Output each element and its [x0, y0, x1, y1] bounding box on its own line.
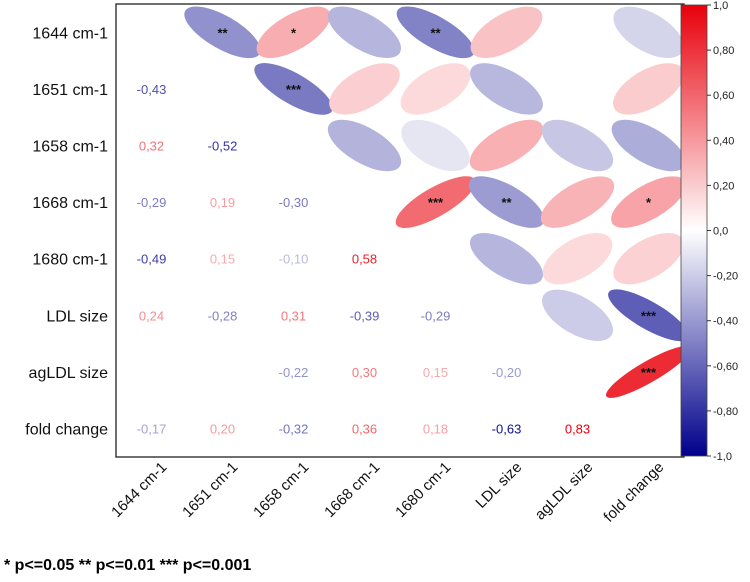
colorbar-tick-label-3: 0,40: [713, 135, 734, 147]
significance-stars-0-2: *: [291, 25, 297, 40]
coefficient-7-0: -0,17: [137, 422, 167, 437]
ellipse-2-5: [469, 119, 544, 172]
matrix-frame: [115, 3, 685, 458]
colorbar-tick-label-7: -0,40: [713, 316, 738, 328]
column-label-0: 1644 cm-1: [108, 459, 170, 521]
coefficient-6-4: 0,15: [423, 365, 448, 380]
column-labels: 1644 cm-1 1651 cm-1 1658 cm-1 1668 cm-1 1680…: [108, 459, 667, 526]
row-label-7: fold change: [25, 422, 108, 439]
significance-stars-0-4: **: [430, 25, 441, 40]
column-label-7: fold change: [600, 459, 667, 526]
coefficient-7-4: 0,18: [423, 422, 448, 437]
ellipse-0-4: [396, 6, 475, 59]
colorbar-tick-label-6: -0,20: [713, 271, 738, 283]
colorbar-tick-label-2: 0,60: [713, 90, 734, 102]
ellipse-3-6: [540, 176, 615, 228]
ellipse-0-7: [613, 6, 684, 58]
coefficient-2-0: 0,32: [139, 139, 164, 154]
ellipse-2-7: [611, 119, 686, 172]
ellipse-1-5: [470, 63, 543, 115]
colorbar: 1,0 0,80 0,60 0,40 0,20 0,0 -0,20 -0,40 -0,60 -0,…: [680, 0, 738, 463]
significance-stars-1-2: ***: [286, 82, 302, 97]
ellipse-4-5: [469, 232, 544, 285]
column-label-1: 1651 cm-1: [179, 459, 241, 521]
coefficient-2-1: -0,52: [208, 139, 238, 154]
ellipse-1-7: [613, 63, 684, 115]
row-label-4: 1680 cm-1: [32, 252, 108, 269]
significance-stars-3-5: **: [501, 195, 512, 210]
significance-stars-5-7: ***: [641, 308, 657, 323]
ellipse-1-4: [400, 63, 471, 115]
ellipse-5-7: [608, 289, 689, 342]
ellipse-2-3: [327, 119, 402, 172]
colorbar-tick-label-4: 0,20: [713, 180, 734, 192]
colorbar-tick-label-8: -0,60: [713, 361, 738, 373]
significance-legend: * p<=0.05 ** p<=0.01 *** p<=0.001: [4, 557, 252, 574]
coefficient-7-3: 0,36: [352, 422, 377, 437]
ellipse-1-2: [254, 63, 333, 115]
ellipse-3-5: [468, 176, 545, 228]
coefficient-4-3: 0,58: [352, 252, 377, 267]
column-label-2: 1658 cm-1: [250, 459, 312, 521]
colorbar-gradient: [680, 4, 708, 457]
ellipse-4-7: [613, 233, 684, 285]
row-label-5: LDL size: [46, 308, 108, 325]
colorbar-tick-label-9: -0,80: [713, 406, 738, 418]
coefficient-3-1: 0,19: [210, 195, 235, 210]
row-label-2: 1658 cm-1: [32, 139, 108, 156]
ellipse-5-6: [542, 289, 613, 341]
coefficient-3-0: -0,29: [137, 195, 167, 210]
row-label-1: 1651 cm-1: [32, 82, 108, 99]
coefficient-5-4: -0,29: [421, 308, 451, 323]
row-label-6: agLDL size: [29, 365, 109, 382]
significance-stars-3-4: ***: [428, 195, 444, 210]
colorbar-tick-label-10: -1,0: [713, 451, 732, 463]
ellipse-2-4: [401, 119, 470, 172]
colorbar-tick-label-0: 1,0: [713, 0, 728, 12]
ellipse-4-6: [542, 233, 613, 285]
ellipse-3-4: [395, 176, 476, 228]
coefficient-7-5: -0,63: [492, 422, 522, 437]
coefficient-5-2: 0,31: [281, 308, 306, 323]
coefficient-7-2: -0,32: [279, 422, 309, 437]
column-label-6: agLDL size: [532, 459, 597, 524]
significance-stars-3-7: *: [646, 195, 652, 210]
row-label-3: 1668 cm-1: [32, 195, 108, 212]
coefficient-6-5: -0,20: [492, 365, 522, 380]
ellipse-0-2: [256, 6, 331, 59]
colorbar-tick-label-5: 0,0: [713, 226, 728, 238]
matrix-cells: ** * ******** ** *******-0,430,32 -0,52-0,29 0…: [137, 6, 692, 437]
coefficient-7-6: 0,83: [565, 422, 590, 437]
ellipse-0-5: [470, 6, 543, 59]
coefficient-4-2: -0,10: [279, 252, 309, 267]
ellipse-6-7: [605, 345, 692, 398]
coefficient-5-3: -0,39: [350, 308, 380, 323]
coefficient-4-0: -0,49: [137, 252, 167, 267]
coefficient-4-1: 0,15: [210, 252, 235, 267]
significance-stars-0-1: **: [217, 25, 228, 40]
row-label-0: 1644 cm-1: [32, 25, 108, 42]
colorbar-tick-label-1: 0,80: [713, 45, 734, 57]
ellipse-0-1: [184, 6, 261, 59]
column-label-4: 1680 cm-1: [392, 459, 454, 521]
coefficient-6-2: -0,22: [279, 365, 309, 380]
ellipse-2-6: [541, 119, 614, 172]
ellipse-1-3: [329, 63, 400, 115]
coefficient-7-1: 0,20: [210, 422, 235, 437]
coefficient-1-0: -0,43: [137, 82, 167, 97]
coefficient-3-2: -0,30: [279, 195, 309, 210]
significance-stars-6-7: ***: [641, 365, 657, 380]
column-label-5: LDL size: [472, 459, 525, 512]
coefficient-5-0: 0,24: [139, 308, 164, 323]
row-labels: 1644 cm-1 1651 cm-1 1658 cm-1 1668 cm-1 1680…: [25, 25, 108, 438]
ellipse-0-3: [327, 6, 402, 59]
coefficient-5-1: -0,28: [208, 308, 238, 323]
column-label-3: 1668 cm-1: [321, 459, 383, 521]
coefficient-6-3: 0,30: [352, 365, 377, 380]
ellipse-3-7: [611, 176, 686, 228]
